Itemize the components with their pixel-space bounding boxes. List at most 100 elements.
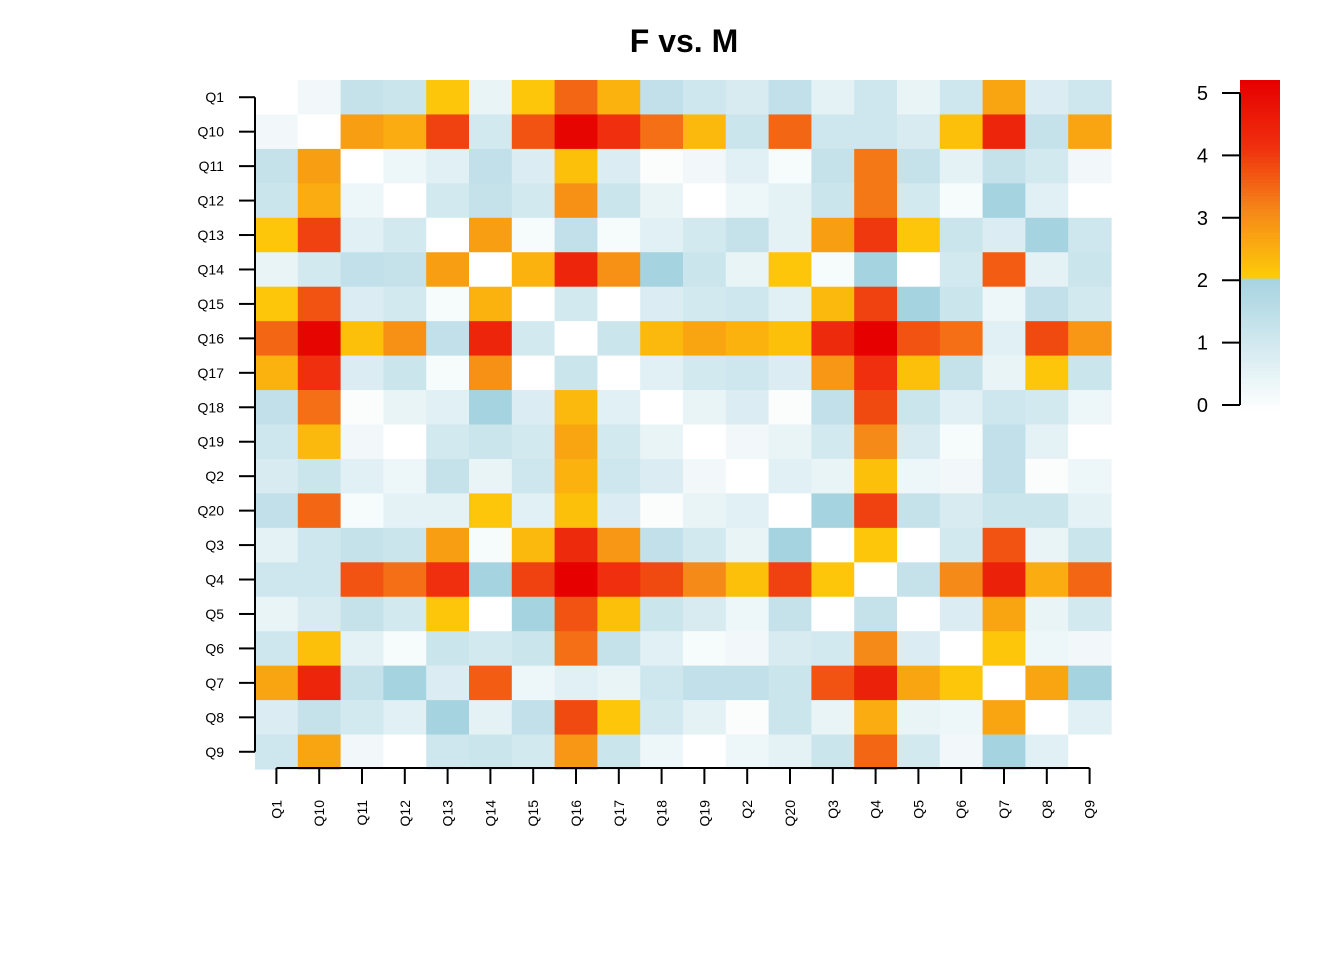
heatmap-cell-q5-q19 bbox=[683, 596, 727, 632]
x-tick-label-q3: Q3 bbox=[825, 800, 841, 819]
heatmap-cell-q14-q8 bbox=[1025, 252, 1069, 288]
heatmap-cell-q18-q14 bbox=[469, 390, 513, 426]
heatmap-cell-q2-q19 bbox=[683, 458, 727, 494]
legend-swatch bbox=[1240, 304, 1280, 309]
legend-swatch bbox=[1240, 93, 1280, 98]
heatmap-cell-q19-q17 bbox=[597, 424, 641, 460]
legend-swatch bbox=[1240, 195, 1280, 200]
heatmap-cell-q6-q6 bbox=[939, 631, 984, 667]
legend-swatch bbox=[1240, 149, 1280, 154]
heatmap-cell-q4-q10 bbox=[297, 562, 342, 598]
heatmap-cell-q14-q20 bbox=[768, 252, 812, 288]
legend-swatch bbox=[1240, 373, 1280, 378]
heatmap-cell-q3-q20 bbox=[768, 527, 812, 563]
heatmap-cell-q9-q6 bbox=[939, 734, 984, 770]
heatmap-cell-q9-q4 bbox=[854, 734, 898, 770]
heatmap-cell-q20-q5 bbox=[897, 493, 941, 529]
heatmap-cell-q10-q3 bbox=[811, 114, 855, 150]
legend-swatch bbox=[1240, 172, 1280, 177]
legend-swatch bbox=[1240, 231, 1280, 236]
heatmap-cell-q18-q2 bbox=[725, 390, 770, 426]
legend-swatch bbox=[1240, 162, 1280, 167]
heatmap-cell-q1-q15 bbox=[511, 80, 556, 116]
heatmap-cell-q20-q6 bbox=[939, 493, 984, 529]
x-tick-label-q10: Q10 bbox=[311, 800, 327, 827]
heatmap-cell-q7-q4 bbox=[854, 665, 898, 701]
heatmap-cell-q11-q12 bbox=[383, 148, 427, 184]
heatmap-cell-q15-q5 bbox=[897, 286, 941, 322]
legend-swatch bbox=[1240, 311, 1280, 315]
x-axis: Q1 Q10 Q11 Q12 Q13 Q14 Q15 Q16 Q17 Q18 Q19 Q2 Q20 Q3 Q… bbox=[268, 767, 1098, 827]
heatmap-cell-q15-q13 bbox=[426, 286, 470, 322]
heatmap-cell-q5-q6 bbox=[939, 596, 984, 632]
legend-tick-label-2: 2 bbox=[1197, 270, 1208, 292]
heatmap-cell-q15-q19 bbox=[683, 286, 727, 322]
x-tick-label-q17: Q17 bbox=[611, 800, 627, 827]
heatmap-cell-q12-q16 bbox=[554, 183, 598, 219]
heatmap-cell-q9-q13 bbox=[426, 734, 470, 770]
legend-tick-label-4: 4 bbox=[1197, 145, 1208, 167]
heatmap-cell-q14-q11 bbox=[340, 252, 384, 288]
legend-swatch bbox=[1240, 142, 1280, 147]
heatmap-cell-q17-q17 bbox=[597, 355, 641, 391]
heatmap-cell-q12-q18 bbox=[640, 183, 684, 219]
heatmap-cell-q11-q14 bbox=[469, 148, 513, 184]
heatmap-cell-q1-q5 bbox=[897, 80, 941, 116]
heatmap-cell-q13-q13 bbox=[426, 217, 470, 253]
heatmap-cell-q7-q1 bbox=[255, 665, 299, 701]
heatmap-cell-q20-q11 bbox=[340, 493, 384, 529]
legend-swatch bbox=[1240, 403, 1280, 408]
heatmap-cell-q19-q4 bbox=[854, 424, 898, 460]
legend-swatch bbox=[1240, 126, 1280, 131]
heatmap-cell-q14-q13 bbox=[426, 252, 470, 288]
heatmap-cell-q12-q11 bbox=[340, 183, 384, 219]
heatmap-cell-q6-q18 bbox=[640, 631, 684, 667]
heatmap-cell-q20-q20 bbox=[768, 493, 812, 529]
heatmap-cell-q18-q10 bbox=[297, 390, 342, 426]
heatmap-cell-q18-q12 bbox=[383, 390, 427, 426]
heatmap-cell-q6-q13 bbox=[426, 631, 470, 667]
heatmap-cell-q15-q7 bbox=[982, 286, 1026, 322]
heatmap-cell-q15-q3 bbox=[811, 286, 855, 322]
heatmap-cell-q14-q17 bbox=[597, 252, 641, 288]
heatmap-cell-q13-q10 bbox=[297, 217, 342, 253]
heatmap-cell-q2-q2 bbox=[725, 458, 770, 494]
heatmap-cell-q2-q5 bbox=[897, 458, 941, 494]
legend-swatch bbox=[1240, 251, 1280, 256]
heatmap-cell-q4-q15 bbox=[511, 562, 556, 598]
legend-tick-label-0: 0 bbox=[1197, 395, 1208, 417]
heatmap-cell-q14-q18 bbox=[640, 252, 684, 288]
heatmap-cell-q10-q2 bbox=[725, 114, 770, 150]
legend-swatch bbox=[1240, 169, 1280, 173]
heatmap-cell-q10-q20 bbox=[768, 114, 812, 150]
heatmap-cell-q4-q13 bbox=[426, 562, 470, 598]
heatmap-cell-q10-q10 bbox=[297, 114, 342, 150]
y-tick-label-q2: Q2 bbox=[205, 468, 224, 484]
heatmap-cell-q19-q16 bbox=[554, 424, 598, 460]
legend-swatch bbox=[1240, 353, 1280, 358]
heatmap-cell-q6-q17 bbox=[597, 631, 641, 667]
legend-swatch bbox=[1240, 218, 1280, 223]
heatmap-cell-q16-q1 bbox=[255, 321, 299, 357]
heatmap-cell-q2-q15 bbox=[511, 458, 556, 494]
heatmap-cell-q10-q14 bbox=[469, 114, 513, 150]
heatmap-cell-q10-q16 bbox=[554, 114, 598, 150]
legend-swatch bbox=[1240, 330, 1280, 335]
heatmap-cell-q8-q2 bbox=[725, 700, 770, 736]
heatmap-cell-q17-q11 bbox=[340, 355, 384, 391]
heatmap-cell-q20-q2 bbox=[725, 493, 770, 529]
legend-swatch bbox=[1240, 258, 1280, 263]
heatmap-cell-q11-q8 bbox=[1025, 148, 1069, 184]
heatmap-cell-q13-q9 bbox=[1068, 217, 1112, 253]
legend-swatch bbox=[1240, 188, 1280, 193]
heatmap-cell-q15-q16 bbox=[554, 286, 598, 322]
heatmap-cell-q16-q9 bbox=[1068, 321, 1112, 357]
heatmap-cell-q18-q15 bbox=[511, 390, 556, 426]
heatmap-cell-q3-q12 bbox=[383, 527, 427, 563]
heatmap-cell-q11-q18 bbox=[640, 148, 684, 184]
legend-swatch bbox=[1240, 350, 1280, 355]
heatmap-cell-q20-q17 bbox=[597, 493, 641, 529]
legend-swatch bbox=[1240, 396, 1280, 401]
heatmap-cell-q19-q18 bbox=[640, 424, 684, 460]
heatmap-cell-q19-q19 bbox=[683, 424, 727, 460]
